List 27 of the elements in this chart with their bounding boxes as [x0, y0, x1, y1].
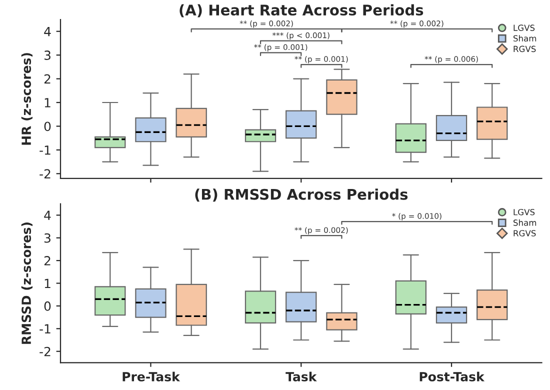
y-axis-title: HR (z-scores)	[21, 53, 33, 145]
legend-label: LGVS	[514, 208, 535, 216]
y-tick-label: 4	[44, 26, 51, 36]
legend-label: RGVS	[514, 230, 536, 236]
y-tick-label: 2	[44, 256, 50, 266]
x-tick-label: Task	[286, 372, 317, 382]
legend-label: Sham	[514, 219, 536, 226]
y-tick-label: 1	[44, 98, 50, 108]
chart-title: (B) RMSSD Across Periods	[195, 188, 408, 202]
y-tick-label: 0	[44, 301, 51, 311]
legend-label: Sham	[514, 35, 536, 42]
y-tick-label: -1	[40, 146, 50, 155]
y-axis-title: RMSSD (z-scores)	[21, 222, 33, 344]
chart-title: (A) Heart Rate Across Periods	[180, 4, 424, 18]
y-tick-label: 3	[44, 50, 50, 60]
y-tick-label: -2	[40, 346, 50, 356]
legend-label: LGVS	[514, 24, 535, 31]
x-tick-label: Post-Task	[420, 372, 485, 382]
y-tick-label: -2	[40, 169, 50, 178]
y-tick-label: 1	[44, 278, 50, 288]
y-tick-label: 0	[44, 122, 51, 132]
y-tick-label: 4	[44, 210, 51, 220]
y-tick-label: 3	[44, 233, 50, 243]
y-tick-label: -1	[40, 324, 50, 334]
y-tick-label: 2	[44, 74, 50, 84]
x-tick-label: Pre-Task	[122, 372, 180, 382]
legend-label: RGVS	[514, 46, 536, 52]
